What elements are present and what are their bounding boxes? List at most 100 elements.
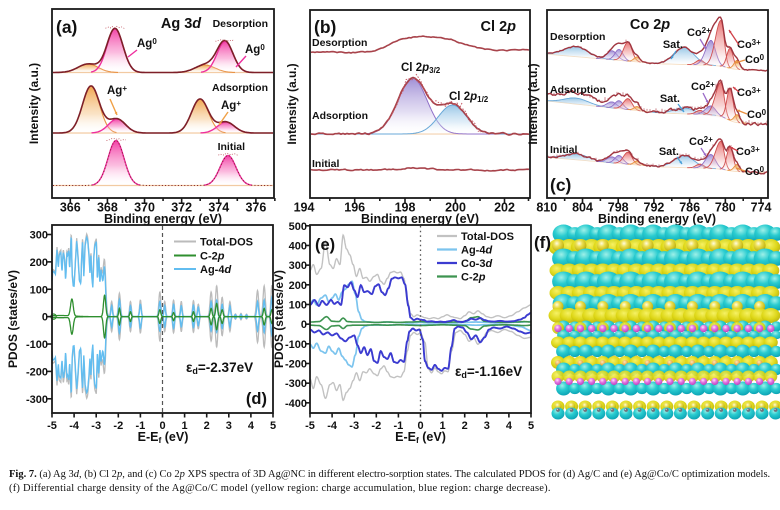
svg-text:4: 4 <box>248 420 255 432</box>
svg-text:Intensity (a.u.): Intensity (a.u.) <box>285 63 299 144</box>
svg-text:780: 780 <box>715 201 736 215</box>
svg-text:Cl 2p1/2: Cl 2p1/2 <box>449 91 489 104</box>
svg-text:Ag-4d: Ag-4d <box>461 245 492 257</box>
svg-text:E-Ef (eV): E-Ef (eV) <box>395 430 446 445</box>
svg-text:300: 300 <box>289 260 307 272</box>
svg-text:Ag+: Ag+ <box>107 84 127 97</box>
svg-text:-1: -1 <box>394 420 404 432</box>
svg-text:-100: -100 <box>285 339 307 351</box>
svg-text:Co3+: Co3+ <box>737 86 761 99</box>
svg-text:5: 5 <box>270 420 276 432</box>
svg-text:100: 100 <box>289 299 307 311</box>
svg-text:0: 0 <box>159 420 165 432</box>
svg-text:368: 368 <box>97 201 118 215</box>
svg-text:Co3+: Co3+ <box>736 145 760 158</box>
svg-text:Co0: Co0 <box>747 108 767 121</box>
svg-text:Sat.: Sat. <box>659 146 679 158</box>
svg-text:Co 2p: Co 2p <box>630 17 670 33</box>
svg-text:Ag0: Ag0 <box>245 43 265 56</box>
svg-text:792: 792 <box>644 201 665 215</box>
svg-text:Co2+: Co2+ <box>689 135 713 148</box>
svg-text:2: 2 <box>462 420 468 432</box>
svg-text:1: 1 <box>182 420 188 432</box>
svg-text:100: 100 <box>30 284 48 296</box>
svg-text:-4: -4 <box>69 420 80 432</box>
svg-text:Binding energy (eV): Binding energy (eV) <box>598 212 716 226</box>
svg-text:786: 786 <box>679 201 700 215</box>
svg-text:376: 376 <box>245 201 266 215</box>
svg-text:-5: -5 <box>305 420 315 432</box>
svg-text:Total-DOS: Total-DOS <box>200 237 253 249</box>
svg-text:202: 202 <box>494 201 515 215</box>
svg-text:Sat.: Sat. <box>663 39 683 51</box>
svg-text:200: 200 <box>30 257 48 269</box>
svg-text:C-2p: C-2p <box>461 272 486 284</box>
svg-text:Co3+: Co3+ <box>737 38 761 51</box>
svg-text:Adsorption: Adsorption <box>312 110 368 122</box>
svg-text:Co-3d: Co-3d <box>461 258 492 270</box>
svg-text:Desorption: Desorption <box>312 37 367 49</box>
svg-text:PDOS (states/eV): PDOS (states/eV) <box>6 270 20 368</box>
svg-text:366: 366 <box>60 201 81 215</box>
svg-text:0: 0 <box>301 319 307 331</box>
svg-text:(f): (f) <box>534 233 551 252</box>
svg-text:300: 300 <box>30 230 48 242</box>
svg-text:Total-DOS: Total-DOS <box>461 231 514 243</box>
svg-text:200: 200 <box>445 201 466 215</box>
svg-text:5: 5 <box>528 420 534 432</box>
svg-text:374: 374 <box>208 201 229 215</box>
svg-text:Cl 2p3/2: Cl 2p3/2 <box>401 62 441 75</box>
svg-text:εd=-2.37eV: εd=-2.37eV <box>186 360 253 376</box>
svg-text:Ag0: Ag0 <box>137 37 157 50</box>
svg-text:774: 774 <box>751 201 772 215</box>
svg-text:372: 372 <box>171 201 192 215</box>
svg-text:-3: -3 <box>91 420 101 432</box>
svg-text:198: 198 <box>395 201 416 215</box>
svg-text:500: 500 <box>289 221 307 233</box>
svg-text:Desorption: Desorption <box>550 31 605 43</box>
svg-text:-2: -2 <box>371 420 381 432</box>
svg-text:Desorption: Desorption <box>213 18 268 30</box>
svg-text:εd=-1.16eV: εd=-1.16eV <box>455 364 522 380</box>
svg-text:-400: -400 <box>285 398 307 410</box>
svg-text:Co2+: Co2+ <box>687 26 711 39</box>
svg-text:4: 4 <box>506 420 513 432</box>
svg-text:804: 804 <box>572 201 593 215</box>
svg-text:(c): (c) <box>550 175 571 195</box>
svg-text:Co0: Co0 <box>745 165 765 178</box>
svg-text:-1: -1 <box>136 420 146 432</box>
svg-text:3: 3 <box>226 420 232 432</box>
svg-text:0: 0 <box>42 312 48 324</box>
svg-text:(a): (a) <box>56 17 77 37</box>
svg-text:-5: -5 <box>47 420 57 432</box>
svg-text:810: 810 <box>536 201 557 215</box>
svg-text:Adsorption: Adsorption <box>212 82 268 94</box>
svg-text:-300: -300 <box>285 378 307 390</box>
svg-text:PDOS (states/eV): PDOS (states/eV) <box>272 270 286 368</box>
svg-text:Ag+: Ag+ <box>221 99 241 112</box>
svg-text:196: 196 <box>344 201 365 215</box>
svg-text:Initial: Initial <box>218 141 246 153</box>
svg-text:Co0: Co0 <box>745 53 765 66</box>
svg-text:C-2p: C-2p <box>200 251 225 263</box>
svg-text:0: 0 <box>417 420 423 432</box>
svg-text:(b): (b) <box>314 17 336 37</box>
svg-text:3: 3 <box>484 420 490 432</box>
svg-text:Initial: Initial <box>550 144 578 156</box>
svg-text:-100: -100 <box>26 339 48 351</box>
svg-text:-2: -2 <box>113 420 123 432</box>
svg-text:200: 200 <box>289 280 307 292</box>
svg-text:Adsorption: Adsorption <box>550 84 606 96</box>
svg-text:-300: -300 <box>26 394 48 406</box>
svg-text:-3: -3 <box>349 420 359 432</box>
svg-text:1: 1 <box>440 420 446 432</box>
svg-text:(d): (d) <box>246 390 267 408</box>
svg-text:Co2+: Co2+ <box>691 80 715 93</box>
svg-text:Cl 2p: Cl 2p <box>481 19 517 35</box>
svg-text:Binding energy (eV): Binding energy (eV) <box>361 212 479 226</box>
svg-text:Sat.: Sat. <box>660 93 680 105</box>
svg-text:Ag 3d: Ag 3d <box>161 16 202 32</box>
svg-text:2: 2 <box>204 420 210 432</box>
svg-text:-200: -200 <box>285 358 307 370</box>
svg-text:400: 400 <box>289 240 307 252</box>
